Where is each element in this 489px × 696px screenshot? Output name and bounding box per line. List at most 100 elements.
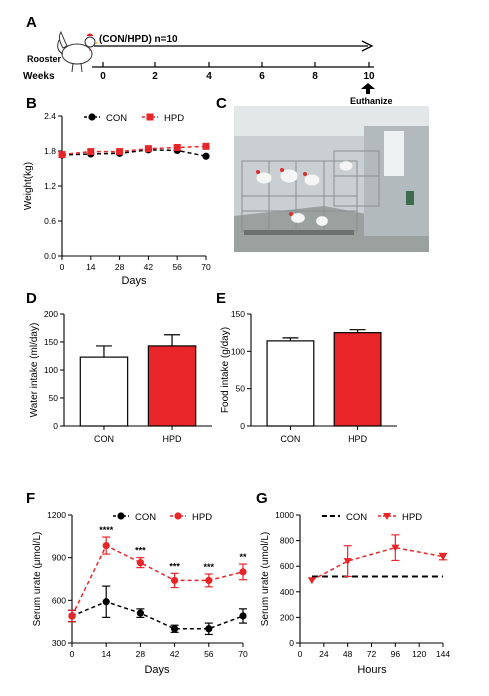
y-tick-label: 150 <box>231 309 245 319</box>
legend-marker <box>88 113 96 121</box>
y-axis-label: Serum urate (umol/L) <box>260 532 271 626</box>
x-axis-label: Hours <box>357 664 387 676</box>
euthanize-arrow-icon <box>361 83 375 94</box>
week-tick-label: 8 <box>312 71 318 82</box>
legend-label: CON <box>346 512 367 523</box>
legend-marker <box>174 512 182 520</box>
y-tick-label: 400 <box>280 587 294 597</box>
week-tick-label: 0 <box>100 71 106 82</box>
y-tick-label: 100 <box>44 365 58 375</box>
euthanize-label: Euthanize <box>350 96 393 106</box>
bar-hpd <box>147 345 197 427</box>
x-tick-label: 70 <box>238 649 248 659</box>
bar-con <box>79 356 129 427</box>
data-point-hpd <box>202 142 210 150</box>
y-axis-label: Food intake (g/day) <box>220 327 231 413</box>
panel-label-c: C <box>216 95 227 112</box>
group-text: (CON/HPD) n=10 <box>99 34 178 45</box>
legend-marker <box>146 113 154 121</box>
y-tick-label: 1000 <box>275 510 294 520</box>
chart-f-serum-urate-days: 300 600 900 1200 0 14 28 42 56 70 Serum urate (μmo… <box>32 510 248 676</box>
y-tick-label: 900 <box>52 553 66 563</box>
x-tick-label: 42 <box>170 649 180 659</box>
x-axis-label: Days <box>121 275 147 287</box>
weeks-label: Weeks <box>23 71 55 82</box>
chart-g-serum-urate-hours: 0 200 400 600 800 1000 0 24 48 72 96 120 144 Serum ur… <box>260 510 450 676</box>
category-label: CON <box>94 434 114 444</box>
series-line-con <box>61 149 207 157</box>
x-tick-label: 0 <box>70 649 75 659</box>
significance-mark: *** <box>204 562 215 572</box>
rooster-icon <box>57 30 99 73</box>
rooster-label: Rooster <box>27 54 62 64</box>
group-arrow-head <box>361 40 374 52</box>
y-axis-label: Serum urate (μmol/L) <box>32 532 43 627</box>
panel-label-a: A <box>26 14 37 31</box>
y-tick-label: 0 <box>240 421 245 431</box>
panel-label-e: E <box>216 290 226 307</box>
y-tick-label: 800 <box>280 536 294 546</box>
y-axis-label: Weight(kg) <box>23 162 34 210</box>
y-tick-label: 1.8 <box>44 146 56 156</box>
category-label: CON <box>280 434 300 444</box>
significance-mark: *** <box>135 546 146 556</box>
cage-photo <box>234 106 429 252</box>
legend-label: CON <box>106 113 127 124</box>
y-tick-label: 150 <box>44 337 58 347</box>
y-tick-label: 50 <box>236 384 246 394</box>
x-tick-label: 72 <box>367 649 377 659</box>
series-line-con <box>71 600 244 630</box>
x-tick-label: 42 <box>144 262 154 272</box>
data-point-hpd <box>68 612 76 620</box>
data-point-hpd <box>116 148 124 156</box>
data-point-con <box>102 598 110 606</box>
significance-mark: *** <box>169 561 180 571</box>
y-tick-label: 100 <box>231 346 245 356</box>
x-tick-label: 28 <box>136 649 146 659</box>
x-tick-label: 56 <box>204 649 214 659</box>
data-point-hpd <box>58 151 66 158</box>
legend-label: CON <box>135 512 156 523</box>
legend-label: HPD <box>192 512 212 523</box>
series-line-hpd <box>71 544 244 617</box>
data-point-hpd <box>439 553 447 561</box>
y-tick-label: 0.6 <box>44 216 56 226</box>
chart-b-weight: 0.0 0.6 1.2 1.8 2.4 0 14 28 42 56 70 Weight(kg) Days… <box>23 111 211 287</box>
x-tick-label: 28 <box>115 262 125 272</box>
legend-label: HPD <box>164 113 184 124</box>
week-tick-label: 2 <box>152 71 158 82</box>
bar-hpd <box>333 332 382 427</box>
x-tick-label: 14 <box>101 649 111 659</box>
data-point-con <box>171 625 179 633</box>
category-label: HPD <box>163 434 183 444</box>
panel-label-f: F <box>26 490 35 507</box>
legend-marker <box>383 513 391 520</box>
panel-label-g: G <box>256 490 268 507</box>
data-point-hpd <box>87 148 95 156</box>
significance-mark: ** <box>239 552 247 562</box>
significance-mark: **** <box>99 525 114 535</box>
x-axis-label: Days <box>144 664 170 676</box>
week-tick-label: 4 <box>206 71 212 82</box>
y-tick-label: 200 <box>44 309 58 319</box>
y-tick-label: 50 <box>49 393 59 403</box>
y-tick-label: 0 <box>289 638 294 648</box>
data-point-hpd <box>239 568 247 576</box>
series-line-hpd <box>311 546 444 581</box>
x-tick-label: 120 <box>412 649 426 659</box>
y-axis-label: Water intake (ml/day) <box>29 323 40 418</box>
x-tick-label: 96 <box>391 649 401 659</box>
data-point-con <box>202 152 210 160</box>
y-tick-label: 200 <box>280 612 294 622</box>
week-tick-label: 6 <box>259 71 265 82</box>
data-point-hpd <box>102 541 110 550</box>
data-point-con <box>239 612 247 620</box>
x-tick-label: 0 <box>298 649 303 659</box>
y-tick-label: 1200 <box>47 510 66 520</box>
category-label: HPD <box>348 434 368 444</box>
y-tick-label: 2.4 <box>44 111 56 121</box>
data-point-hpd <box>171 576 179 585</box>
panel-label-b: B <box>26 95 37 112</box>
week-tick-label: 10 <box>363 71 375 82</box>
